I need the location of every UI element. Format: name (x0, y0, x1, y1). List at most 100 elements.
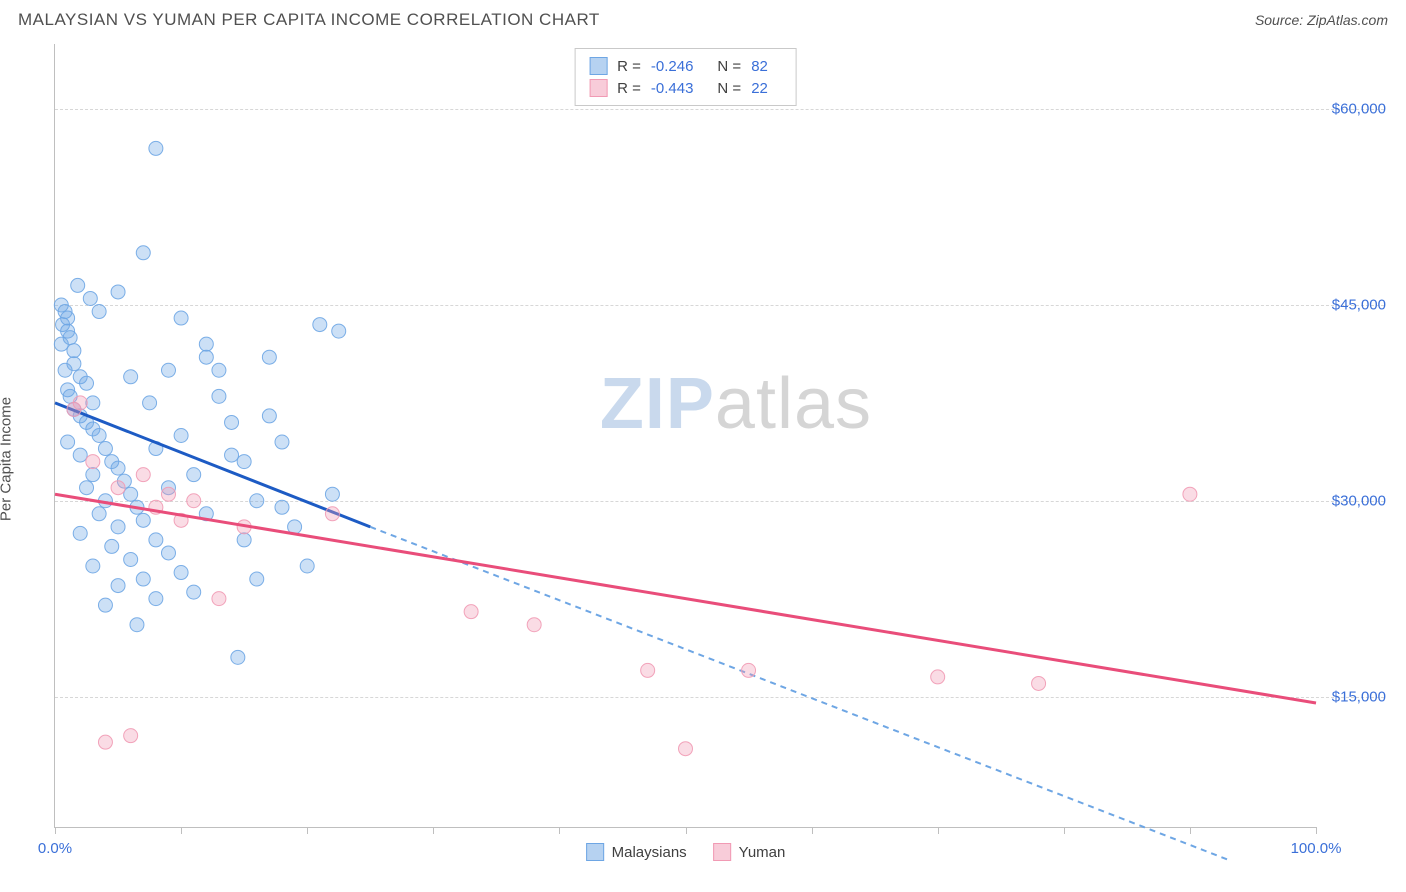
x-tick-label: 0.0% (38, 840, 72, 857)
x-tick (1064, 827, 1065, 834)
x-tick-label: 100.0% (1291, 840, 1342, 857)
data-point (92, 305, 106, 319)
data-point (212, 363, 226, 377)
data-point (332, 324, 346, 338)
data-point (73, 448, 87, 462)
data-point (111, 520, 125, 534)
data-point (143, 396, 157, 410)
data-point (187, 494, 201, 508)
data-point (124, 487, 138, 501)
data-point (54, 337, 68, 351)
legend-n-label: N = (717, 80, 741, 97)
data-point (149, 141, 163, 155)
data-point (275, 435, 289, 449)
data-point (161, 363, 175, 377)
data-point (111, 461, 125, 475)
data-point (86, 468, 100, 482)
data-point (80, 376, 94, 390)
legend-label-yuman: Yuman (739, 844, 786, 861)
legend-n-value-yuman: 22 (751, 80, 768, 97)
data-point (83, 291, 97, 305)
data-point (80, 481, 94, 495)
legend-r-label: R = (617, 58, 641, 75)
legend-swatch-malaysians (589, 57, 607, 75)
legend-swatch-yuman (589, 79, 607, 97)
y-axis-label: Per Capita Income (0, 397, 15, 521)
data-point (73, 526, 87, 540)
x-tick (55, 827, 56, 834)
data-point (124, 370, 138, 384)
data-point (187, 468, 201, 482)
data-point (86, 559, 100, 573)
legend-correlation: R = -0.246 N = 82 R = -0.443 N = 22 (574, 48, 797, 106)
data-point (67, 344, 81, 358)
data-point (161, 546, 175, 560)
legend-row-yuman: R = -0.443 N = 22 (589, 77, 782, 99)
legend-n-value-malaysians: 82 (751, 58, 768, 75)
x-tick (1190, 827, 1191, 834)
x-tick (433, 827, 434, 834)
source-label: Source: ZipAtlas.com (1255, 12, 1388, 28)
x-tick (938, 827, 939, 834)
data-point (136, 246, 150, 260)
data-point (931, 670, 945, 684)
data-point (56, 318, 70, 332)
data-point (149, 533, 163, 547)
data-point (67, 402, 81, 416)
data-point (136, 572, 150, 586)
legend-swatch-malaysians (586, 843, 604, 861)
data-point (105, 539, 119, 553)
chart-svg (55, 44, 1316, 827)
legend-n-label: N = (717, 58, 741, 75)
data-point (237, 455, 251, 469)
data-point (136, 513, 150, 527)
data-point (225, 415, 239, 429)
data-point (679, 742, 693, 756)
data-point (527, 618, 541, 632)
data-point (86, 455, 100, 469)
data-point (61, 435, 75, 449)
data-point (250, 572, 264, 586)
data-point (130, 618, 144, 632)
data-point (199, 350, 213, 364)
data-point (212, 389, 226, 403)
data-point (111, 481, 125, 495)
data-point (124, 729, 138, 743)
data-point (262, 350, 276, 364)
data-point (149, 592, 163, 606)
x-tick (812, 827, 813, 834)
legend-item-yuman: Yuman (713, 843, 786, 861)
data-point (111, 285, 125, 299)
data-point (98, 598, 112, 612)
plot-area: ZIPatlas R = -0.246 N = 82 R = -0.443 N … (54, 44, 1316, 828)
data-point (58, 363, 72, 377)
data-point (1032, 676, 1046, 690)
data-point (262, 409, 276, 423)
legend-label-malaysians: Malaysians (612, 844, 687, 861)
data-point (742, 663, 756, 677)
x-tick (559, 827, 560, 834)
data-point (212, 592, 226, 606)
y-tick-label: $30,000 (1320, 492, 1386, 509)
y-tick-label: $45,000 (1320, 297, 1386, 314)
data-point (124, 552, 138, 566)
data-point (92, 507, 106, 521)
legend-r-value-yuman: -0.443 (651, 80, 694, 97)
data-point (250, 494, 264, 508)
data-point (174, 429, 188, 443)
data-point (71, 278, 85, 292)
data-point (92, 429, 106, 443)
data-point (641, 663, 655, 677)
legend-row-malaysians: R = -0.246 N = 82 (589, 55, 782, 77)
chart-title: MALAYSIAN VS YUMAN PER CAPITA INCOME COR… (18, 10, 600, 30)
x-tick (307, 827, 308, 834)
data-point (1183, 487, 1197, 501)
legend-series: Malaysians Yuman (586, 843, 786, 861)
data-point (275, 500, 289, 514)
y-tick-label: $15,000 (1320, 688, 1386, 705)
legend-r-label: R = (617, 80, 641, 97)
data-point (98, 735, 112, 749)
data-point (174, 566, 188, 580)
data-point (325, 487, 339, 501)
data-point (231, 650, 245, 664)
